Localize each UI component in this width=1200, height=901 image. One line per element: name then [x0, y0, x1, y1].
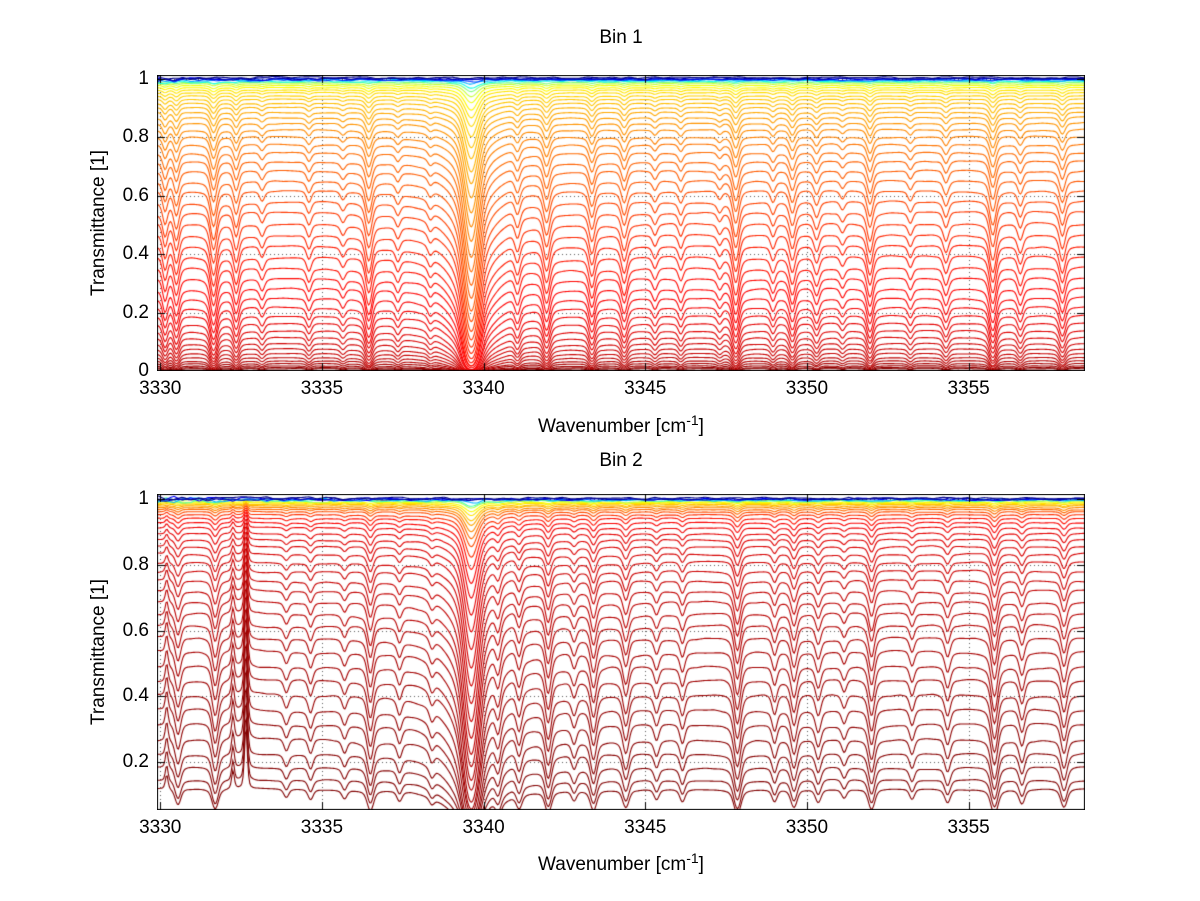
x-axis-label-suffix: ]	[698, 854, 704, 875]
x-tick-label: 3350	[785, 817, 829, 838]
y-tick-label: 0.6	[122, 184, 149, 206]
x-tick-label: 3330	[139, 817, 182, 838]
y-tick-label: 0.4	[122, 243, 149, 265]
x-axis-label-bin1: Wavenumber [cm-1]	[157, 412, 1085, 438]
y-tick-label: 0.4	[122, 685, 149, 707]
plot-title-bin1: Bin 1	[599, 27, 643, 48]
y-tick-label: 0	[138, 360, 149, 381]
x-axis-label-suffix: ]	[698, 416, 704, 437]
x-tick-label: 3350	[785, 378, 829, 399]
x-tick-label: 3330	[139, 378, 182, 399]
y-tick-label: 0.2	[122, 301, 149, 323]
y-tick-label: 0.8	[122, 553, 149, 575]
x-axis-label-text: Wavenumber [cm	[538, 854, 687, 875]
x-axis-label-superscript: -1	[686, 412, 699, 428]
x-tick-label: 3340	[462, 378, 505, 399]
y-tick-label: 0.2	[122, 751, 149, 773]
plot-title-bin2: Bin 2	[599, 450, 643, 471]
y-tick-label: 1	[138, 487, 149, 509]
x-tick-label: 3335	[300, 817, 344, 838]
x-tick-label: 3355	[947, 817, 990, 838]
x-tick-label: 3345	[624, 378, 667, 399]
x-tick-label: 3335	[300, 378, 344, 399]
x-axis-label-superscript: -1	[686, 850, 699, 866]
x-axis-label-text: Wavenumber [cm	[538, 416, 687, 437]
x-tick-label: 3355	[947, 378, 990, 399]
x-tick-label: 3340	[462, 817, 505, 838]
plot-area-bin1	[157, 75, 1085, 371]
y-tick-label: 0.8	[122, 126, 149, 148]
spectra-canvas-bin2	[157, 494, 1085, 810]
plot-area-bin2	[157, 494, 1085, 810]
x-tick-label: 3345	[624, 817, 667, 838]
y-axis-label-bin1: Transmittance [1]	[88, 149, 109, 297]
x-axis-label-bin2: Wavenumber [cm-1]	[157, 850, 1085, 876]
y-tick-label: 1	[138, 67, 149, 89]
y-tick-label: 0.6	[122, 619, 149, 641]
spectra-canvas-bin1	[157, 75, 1085, 371]
